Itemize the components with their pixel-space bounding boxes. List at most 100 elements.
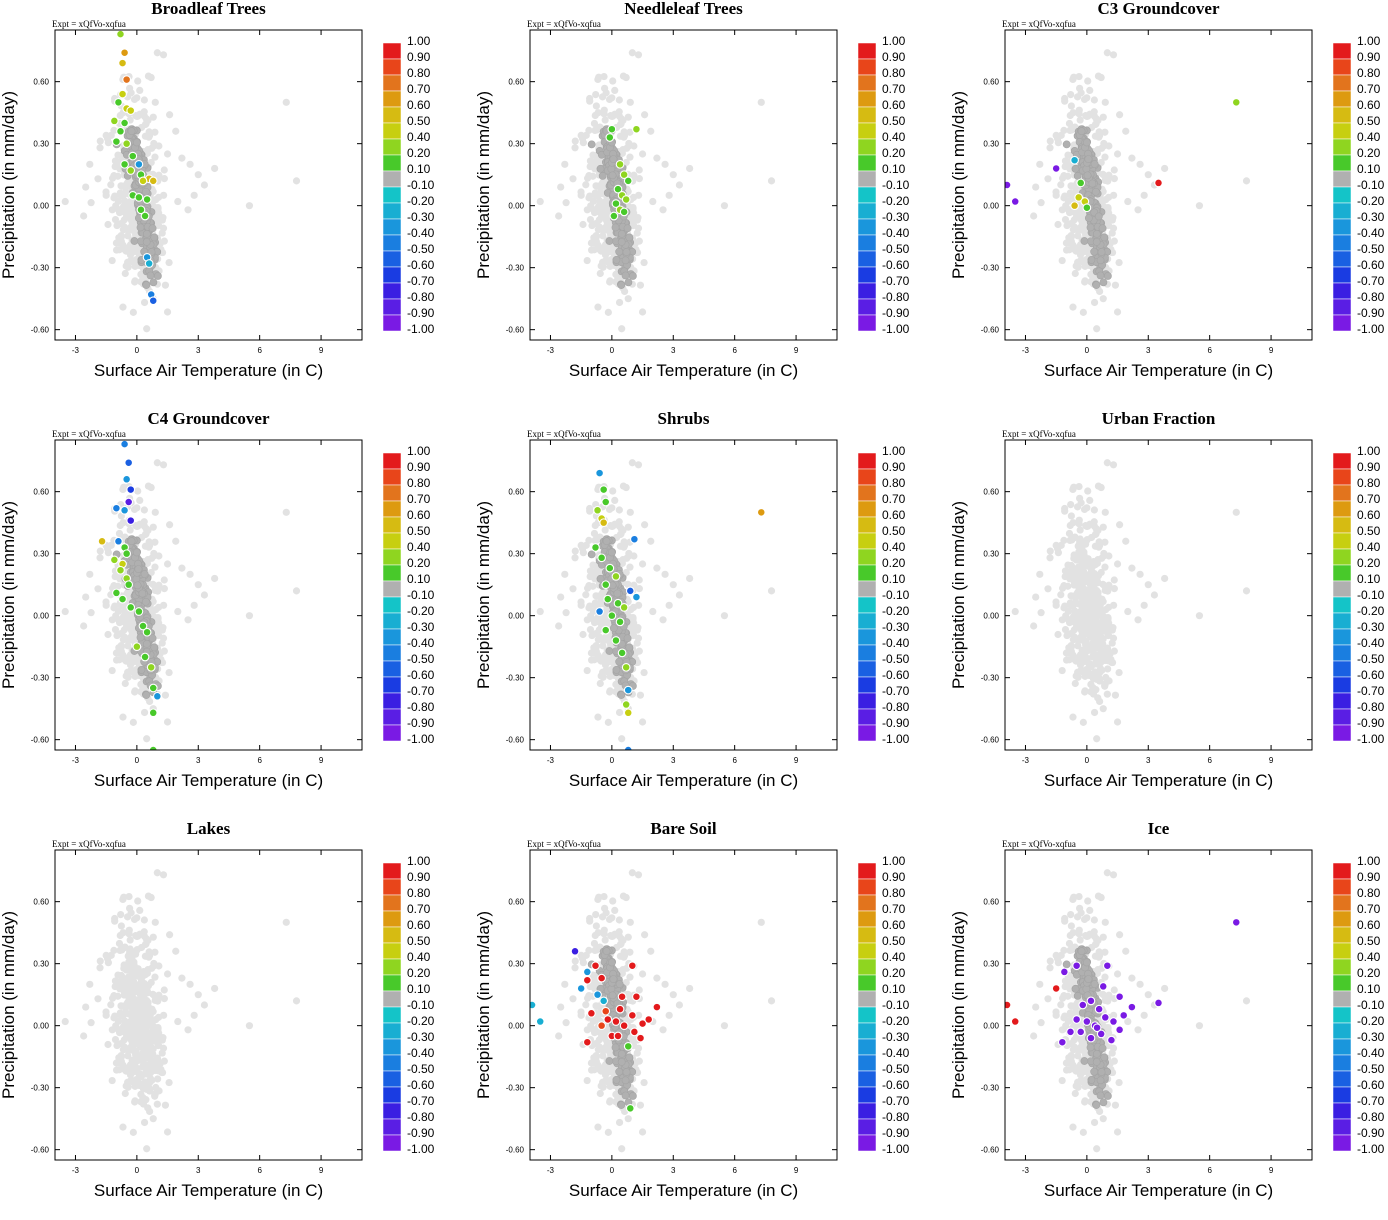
background-point xyxy=(623,555,630,562)
neutral-point xyxy=(1072,165,1079,172)
background-point xyxy=(659,206,666,213)
background-point xyxy=(616,112,623,119)
background-point xyxy=(659,616,666,623)
background-point xyxy=(591,530,598,537)
background-point xyxy=(109,257,116,264)
background-point xyxy=(1074,232,1081,239)
background-point xyxy=(1094,627,1101,634)
background-point xyxy=(1081,688,1088,695)
background-point xyxy=(201,591,208,598)
background-point xyxy=(1092,590,1099,597)
background-point xyxy=(1145,171,1152,178)
background-points xyxy=(1003,49,1250,332)
colorbar-cell xyxy=(1333,219,1351,235)
colorbar-tick-label: -0.20 xyxy=(1357,194,1385,208)
background-point xyxy=(201,181,208,188)
data-point xyxy=(115,99,123,107)
colorbar-cell xyxy=(383,709,401,725)
colorbar-tick-label: -0.80 xyxy=(407,290,435,304)
expt-label: Expt = xQfVo-xqfua xyxy=(527,429,601,439)
neutral-point xyxy=(147,272,154,279)
background-point xyxy=(186,571,193,578)
neutral-point xyxy=(623,248,630,255)
background-point xyxy=(109,667,116,674)
expt-label: Expt = xQfVo-xqfua xyxy=(52,19,126,29)
neutral-point xyxy=(1097,272,1104,279)
background-point xyxy=(1053,192,1060,199)
data-point xyxy=(127,167,135,175)
colorbar-tick-label: -1.00 xyxy=(1357,322,1385,336)
background-point xyxy=(119,616,126,623)
colorbar-tick-label: 0.10 xyxy=(407,162,431,176)
colorbar-tick-label: -0.10 xyxy=(407,588,435,602)
colorbar-cell xyxy=(383,485,401,501)
background-point xyxy=(584,206,591,213)
data-point xyxy=(598,554,606,562)
background-point xyxy=(143,325,150,332)
colorbar-cell xyxy=(383,139,401,155)
x-tick-label: -3 xyxy=(72,346,80,355)
background-point xyxy=(136,87,143,94)
expt-label: Expt = xQfVo-xqfua xyxy=(527,19,601,29)
background-point xyxy=(1096,641,1103,648)
y-tick-label: 0.60 xyxy=(508,78,524,87)
data-point xyxy=(620,604,628,612)
background-point xyxy=(1059,667,1066,674)
colorbar-cell xyxy=(383,581,401,597)
background-point xyxy=(1086,670,1093,677)
background-point xyxy=(561,571,568,578)
background-point xyxy=(1080,632,1087,639)
colorbar-cell xyxy=(383,107,401,123)
background-point xyxy=(97,547,104,554)
neutral-point xyxy=(606,647,613,654)
plot-frame xyxy=(55,440,362,750)
background-point xyxy=(594,76,601,83)
background-point xyxy=(1081,96,1088,103)
background-point xyxy=(768,177,775,184)
neutral-point xyxy=(616,658,623,665)
colorbar-cell xyxy=(383,677,401,693)
background-point xyxy=(1076,110,1083,117)
background-point xyxy=(1068,238,1075,245)
colorbar-cell xyxy=(858,597,876,613)
background-point xyxy=(141,299,148,306)
background-point xyxy=(141,506,148,513)
background-point xyxy=(653,155,660,162)
data-point xyxy=(633,125,641,133)
data-point xyxy=(121,161,129,169)
background-point xyxy=(107,181,114,188)
neutral-point xyxy=(1100,279,1107,286)
neutral-point xyxy=(149,225,156,232)
data-point xyxy=(125,581,133,589)
background-point xyxy=(130,222,137,229)
background-point xyxy=(594,616,601,623)
background-point xyxy=(134,523,141,530)
background-point xyxy=(1062,163,1069,170)
neutral-point xyxy=(612,224,619,231)
colorbar-tick-label: 0.80 xyxy=(1357,66,1381,80)
background-point xyxy=(629,49,636,56)
background-point xyxy=(1084,77,1091,84)
background-points xyxy=(1012,459,1250,742)
colorbar-cell xyxy=(858,187,876,203)
background-point xyxy=(582,181,589,188)
plot-frame xyxy=(55,30,362,340)
y-axis-label: Precipitation (in mm/day) xyxy=(0,501,18,689)
background-point xyxy=(1067,630,1074,637)
background-point xyxy=(1067,220,1074,227)
colorbar-tick-label: 1.00 xyxy=(1357,34,1381,48)
background-point xyxy=(1054,631,1061,638)
background-point xyxy=(592,522,599,529)
background-point xyxy=(611,87,618,94)
colorbar-tick-label: -0.40 xyxy=(407,636,435,650)
background-point xyxy=(109,616,116,623)
background-point xyxy=(1072,680,1079,687)
background-point xyxy=(1067,501,1074,508)
background-point xyxy=(616,709,623,716)
background-point xyxy=(119,304,126,311)
background-point xyxy=(1093,676,1100,683)
neutral-point xyxy=(618,238,625,245)
background-point xyxy=(641,521,648,528)
data-point xyxy=(631,535,639,543)
